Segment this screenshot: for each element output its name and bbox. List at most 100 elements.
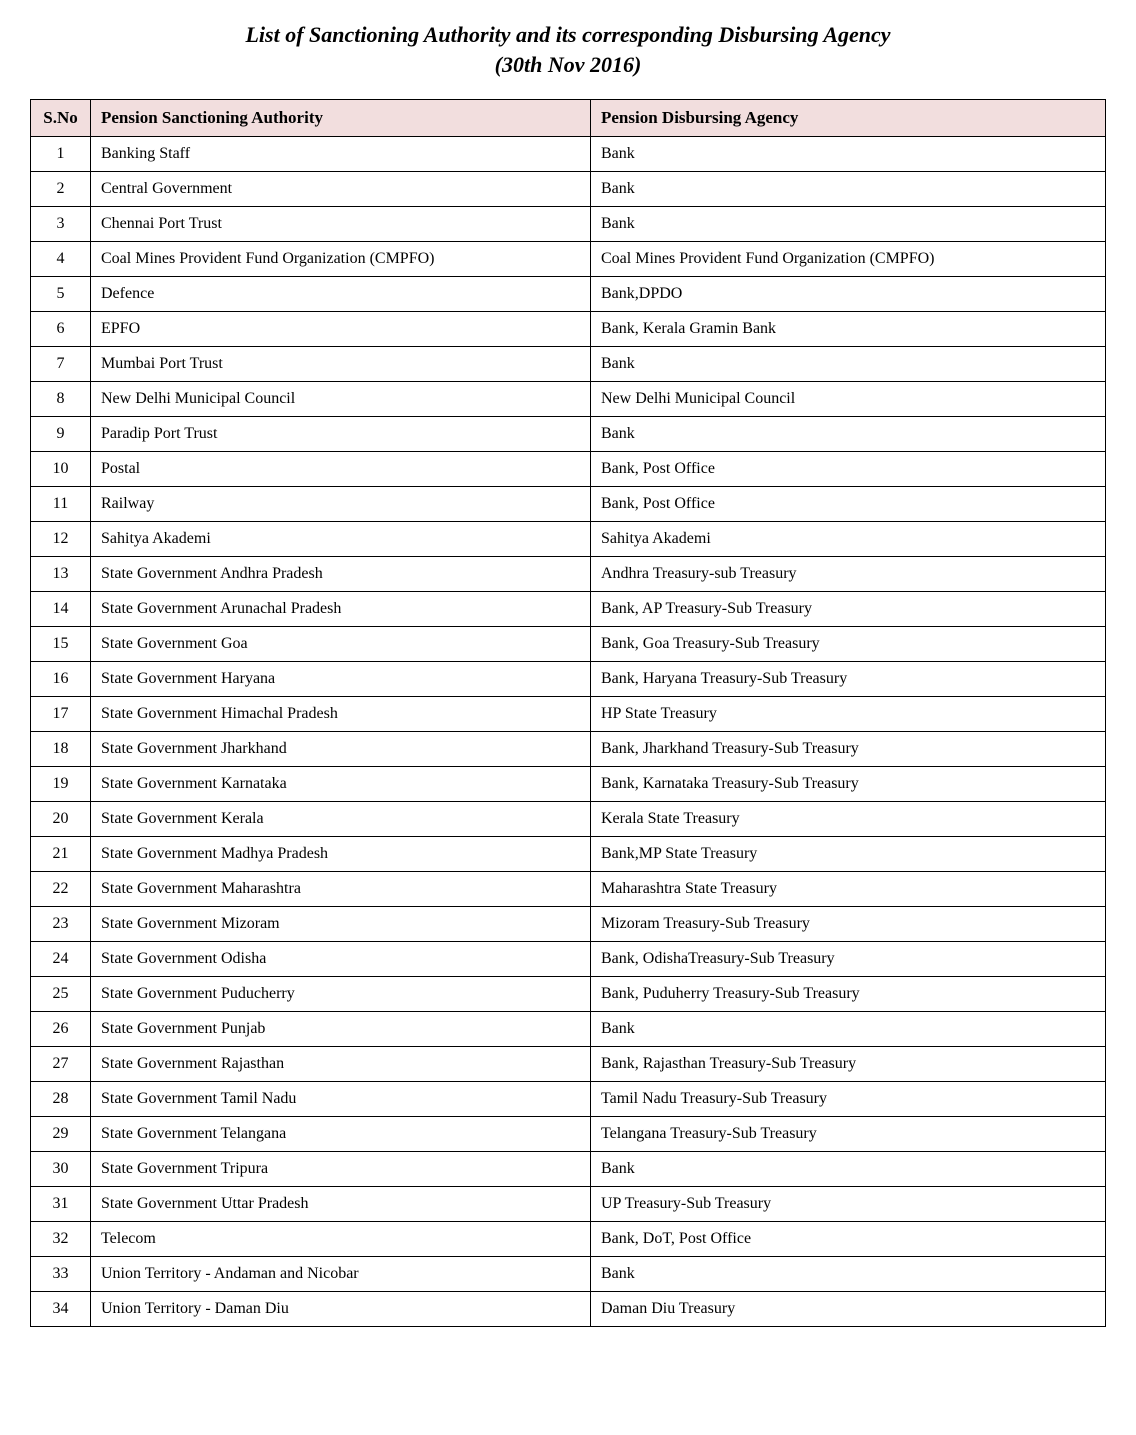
table-row: 28State Government Tamil NaduTamil Nadu … [31, 1082, 1106, 1117]
table-row: 8New Delhi Municipal CouncilNew Delhi Mu… [31, 382, 1106, 417]
col-header-sno: S.No [31, 100, 91, 137]
cell-authority: State Government Telangana [91, 1117, 591, 1152]
table-row: 24State Government OdishaBank, OdishaTre… [31, 942, 1106, 977]
table-row: 7Mumbai Port TrustBank [31, 347, 1106, 382]
cell-sno: 17 [31, 697, 91, 732]
cell-agency: Bank [591, 1257, 1106, 1292]
cell-authority: State Government Goa [91, 627, 591, 662]
table-row: 14State Government Arunachal PradeshBank… [31, 592, 1106, 627]
cell-authority: Mumbai Port Trust [91, 347, 591, 382]
cell-authority: State Government Odisha [91, 942, 591, 977]
cell-sno: 30 [31, 1152, 91, 1187]
cell-sno: 28 [31, 1082, 91, 1117]
table-row: 13State Government Andhra PradeshAndhra … [31, 557, 1106, 592]
table-row: 32TelecomBank, DoT, Post Office [31, 1222, 1106, 1257]
table-row: 26State Government PunjabBank [31, 1012, 1106, 1047]
table-row: 20State Government KeralaKerala State Tr… [31, 802, 1106, 837]
cell-authority: State Government Maharashtra [91, 872, 591, 907]
table-row: 29State Government TelanganaTelangana Tr… [31, 1117, 1106, 1152]
cell-agency: Bank [591, 1012, 1106, 1047]
cell-authority: State Government Tamil Nadu [91, 1082, 591, 1117]
cell-agency: Bank, Post Office [591, 452, 1106, 487]
cell-sno: 3 [31, 207, 91, 242]
cell-authority: State Government Tripura [91, 1152, 591, 1187]
cell-agency: Bank,DPDO [591, 277, 1106, 312]
cell-authority: Railway [91, 487, 591, 522]
cell-agency: Bank [591, 347, 1106, 382]
table-row: 22State Government MaharashtraMaharashtr… [31, 872, 1106, 907]
cell-authority: State Government Madhya Pradesh [91, 837, 591, 872]
sanctioning-table: S.No Pension Sanctioning Authority Pensi… [30, 99, 1106, 1327]
cell-agency: Andhra Treasury-sub Treasury [591, 557, 1106, 592]
table-row: 25State Government PuducherryBank, Puduh… [31, 977, 1106, 1012]
cell-sno: 15 [31, 627, 91, 662]
table-body: 1Banking StaffBank2Central GovernmentBan… [31, 137, 1106, 1327]
table-row: 30State Government TripuraBank [31, 1152, 1106, 1187]
cell-agency: UP Treasury-Sub Treasury [591, 1187, 1106, 1222]
cell-agency: Tamil Nadu Treasury-Sub Treasury [591, 1082, 1106, 1117]
cell-agency: Bank [591, 1152, 1106, 1187]
cell-agency: Bank, DoT, Post Office [591, 1222, 1106, 1257]
cell-agency: Bank, Post Office [591, 487, 1106, 522]
cell-authority: Coal Mines Provident Fund Organization (… [91, 242, 591, 277]
cell-authority: New Delhi Municipal Council [91, 382, 591, 417]
cell-sno: 19 [31, 767, 91, 802]
cell-sno: 33 [31, 1257, 91, 1292]
cell-agency: Bank, Puduherry Treasury-Sub Treasury [591, 977, 1106, 1012]
table-row: 12Sahitya AkademiSahitya Akademi [31, 522, 1106, 557]
cell-authority: State Government Karnataka [91, 767, 591, 802]
table-row: 17State Government Himachal PradeshHP St… [31, 697, 1106, 732]
cell-agency: Coal Mines Provident Fund Organization (… [591, 242, 1106, 277]
table-row: 2Central GovernmentBank [31, 172, 1106, 207]
cell-authority: State Government Puducherry [91, 977, 591, 1012]
cell-agency: Maharashtra State Treasury [591, 872, 1106, 907]
cell-authority: EPFO [91, 312, 591, 347]
table-row: 10PostalBank, Post Office [31, 452, 1106, 487]
cell-authority: State Government Punjab [91, 1012, 591, 1047]
cell-sno: 16 [31, 662, 91, 697]
table-row: 4Coal Mines Provident Fund Organization … [31, 242, 1106, 277]
table-row: 18State Government JharkhandBank, Jharkh… [31, 732, 1106, 767]
cell-authority: State Government Andhra Pradesh [91, 557, 591, 592]
cell-sno: 29 [31, 1117, 91, 1152]
cell-authority: Paradip Port Trust [91, 417, 591, 452]
page-title: List of Sanctioning Authority and its co… [118, 20, 1018, 79]
table-row: 33Union Territory - Andaman and NicobarB… [31, 1257, 1106, 1292]
cell-agency: Bank, Kerala Gramin Bank [591, 312, 1106, 347]
col-header-agency: Pension Disbursing Agency [591, 100, 1106, 137]
cell-authority: State Government Kerala [91, 802, 591, 837]
cell-sno: 23 [31, 907, 91, 942]
cell-sno: 24 [31, 942, 91, 977]
cell-agency: Bank, Karnataka Treasury-Sub Treasury [591, 767, 1106, 802]
cell-agency: Bank,MP State Treasury [591, 837, 1106, 872]
cell-authority: State Government Mizoram [91, 907, 591, 942]
cell-sno: 27 [31, 1047, 91, 1082]
table-row: 34Union Territory - Daman DiuDaman Diu T… [31, 1292, 1106, 1327]
cell-sno: 4 [31, 242, 91, 277]
cell-sno: 31 [31, 1187, 91, 1222]
cell-sno: 20 [31, 802, 91, 837]
cell-sno: 5 [31, 277, 91, 312]
cell-authority: State Government Arunachal Pradesh [91, 592, 591, 627]
cell-sno: 9 [31, 417, 91, 452]
table-row: 16State Government HaryanaBank, Haryana … [31, 662, 1106, 697]
table-row: 15State Government GoaBank, Goa Treasury… [31, 627, 1106, 662]
cell-sno: 6 [31, 312, 91, 347]
table-row: 9Paradip Port TrustBank [31, 417, 1106, 452]
cell-sno: 7 [31, 347, 91, 382]
cell-agency: HP State Treasury [591, 697, 1106, 732]
cell-agency: Bank, OdishaTreasury-Sub Treasury [591, 942, 1106, 977]
cell-authority: Union Territory - Andaman and Nicobar [91, 1257, 591, 1292]
cell-authority: Defence [91, 277, 591, 312]
cell-authority: Banking Staff [91, 137, 591, 172]
table-row: 5DefenceBank,DPDO [31, 277, 1106, 312]
cell-authority: Central Government [91, 172, 591, 207]
cell-agency: New Delhi Municipal Council [591, 382, 1106, 417]
cell-sno: 14 [31, 592, 91, 627]
cell-agency: Telangana Treasury-Sub Treasury [591, 1117, 1106, 1152]
cell-authority: Chennai Port Trust [91, 207, 591, 242]
cell-agency: Bank [591, 207, 1106, 242]
cell-authority: Postal [91, 452, 591, 487]
cell-agency: Bank [591, 417, 1106, 452]
cell-agency: Bank, AP Treasury-Sub Treasury [591, 592, 1106, 627]
